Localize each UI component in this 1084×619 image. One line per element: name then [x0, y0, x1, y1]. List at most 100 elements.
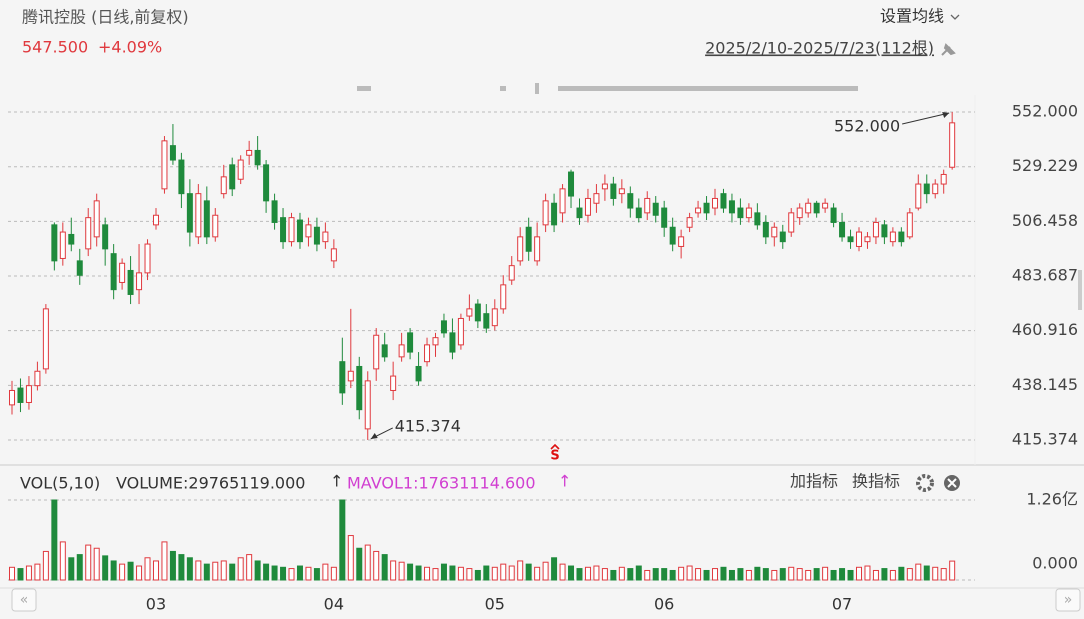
volume-bar — [847, 569, 854, 581]
candle-body — [703, 202, 710, 214]
candle-body — [466, 308, 473, 317]
x-tick-label: 03 — [146, 595, 166, 614]
volume-bar — [864, 565, 871, 581]
vol-title: VOL(5,10) — [20, 474, 100, 493]
volume-bar — [119, 563, 126, 581]
volume-bar — [856, 566, 862, 581]
candle-body — [34, 370, 41, 387]
x-tick-label: 06 — [654, 595, 674, 614]
candle-body — [627, 193, 634, 209]
candle-body — [652, 202, 659, 216]
dropdown-icon[interactable] — [950, 14, 960, 20]
candle-body — [25, 385, 32, 403]
candle-body — [712, 197, 719, 209]
candle-body — [754, 212, 761, 226]
volume-bar — [432, 568, 439, 581]
high-annotation: 552.000 — [834, 117, 900, 136]
pin-icon[interactable] — [941, 43, 956, 56]
candle-body — [271, 200, 278, 223]
y-tick-label: 0.000 — [1032, 554, 1078, 573]
volume-bar — [280, 566, 287, 581]
candle-body — [330, 248, 337, 262]
annotation-arrow — [902, 112, 950, 125]
candle-body — [593, 193, 600, 204]
volume-bar — [508, 565, 515, 581]
volume-bar — [110, 560, 117, 581]
candle-body — [398, 344, 405, 358]
volume-bar — [296, 565, 303, 581]
candle-body — [449, 332, 456, 353]
scroll-right-icon[interactable]: » — [1064, 592, 1073, 608]
ma-settings[interactable]: 设置均线 — [880, 7, 944, 26]
volume-bar — [51, 499, 58, 581]
y-tick-label: 483.687 — [1012, 266, 1078, 285]
candle-body — [110, 253, 117, 291]
close-cross[interactable] — [947, 478, 957, 488]
volume-bar — [288, 568, 295, 581]
scroll-left-icon[interactable]: « — [20, 592, 29, 608]
volume-bar — [652, 568, 659, 581]
volume-bar — [822, 566, 829, 581]
volume-bar — [576, 568, 583, 581]
candle-body — [906, 212, 913, 238]
volume-bar — [678, 566, 685, 581]
date-range[interactable]: 2025/2/10-2025/7/23(112根) — [705, 39, 934, 58]
candle-body — [483, 313, 490, 329]
signal-dots — [357, 83, 858, 94]
candle-body — [296, 219, 303, 243]
candle-body — [313, 226, 320, 245]
candle-body — [881, 224, 888, 238]
signal-hat — [550, 443, 560, 450]
volume-bar — [9, 566, 15, 581]
volume-bar — [796, 568, 803, 581]
candle-body — [186, 193, 193, 233]
volume-bar — [949, 560, 956, 581]
volume-bar — [25, 565, 32, 581]
candle-body — [347, 370, 354, 382]
volume-bar — [618, 566, 625, 581]
candle-body — [542, 200, 549, 226]
candle-body — [788, 212, 795, 233]
volume-bar — [788, 566, 795, 581]
volume-bar — [728, 569, 735, 581]
switch-indicator[interactable]: 换指标 — [852, 472, 900, 491]
volume-bar — [195, 560, 202, 581]
candle-body — [415, 365, 422, 382]
volume-bar — [254, 560, 261, 581]
candle-body — [390, 375, 397, 391]
candle-body — [119, 262, 126, 283]
vol-value: VOLUME:29765119.000 — [116, 474, 305, 493]
volume-bar — [559, 563, 566, 581]
candle-body — [212, 214, 219, 238]
add-indicator[interactable]: 加指标 — [790, 472, 838, 491]
candle-body — [686, 217, 693, 228]
candle-body — [381, 344, 388, 358]
candle-body — [491, 308, 498, 327]
y-tick-label: 552.000 — [1012, 102, 1078, 121]
volume-bar — [940, 568, 947, 581]
settings-icon[interactable] — [916, 474, 934, 492]
volume-bar — [17, 568, 24, 581]
volume-bar — [34, 563, 41, 581]
scroll-left[interactable] — [11, 588, 37, 612]
scroll-right[interactable] — [1055, 588, 1081, 612]
volume-bar — [779, 568, 786, 581]
volume-bar — [390, 560, 397, 581]
volume-bar — [42, 550, 49, 581]
candle-body — [517, 236, 524, 262]
volume-bar — [601, 568, 608, 581]
candle-body — [610, 183, 617, 199]
volume-bar — [805, 569, 812, 581]
candle-body — [839, 221, 846, 238]
candle-body — [915, 183, 922, 209]
candle-body — [76, 260, 83, 276]
volume-bar — [584, 566, 591, 581]
x-tick-label: 04 — [324, 595, 344, 614]
stock-title: 腾讯控股 (日线,前复权) — [22, 8, 189, 27]
volume-bar — [881, 568, 888, 581]
volume-bar — [59, 541, 66, 581]
candle-body — [457, 317, 464, 346]
volume-bar — [771, 569, 778, 581]
candle-body — [263, 164, 270, 202]
